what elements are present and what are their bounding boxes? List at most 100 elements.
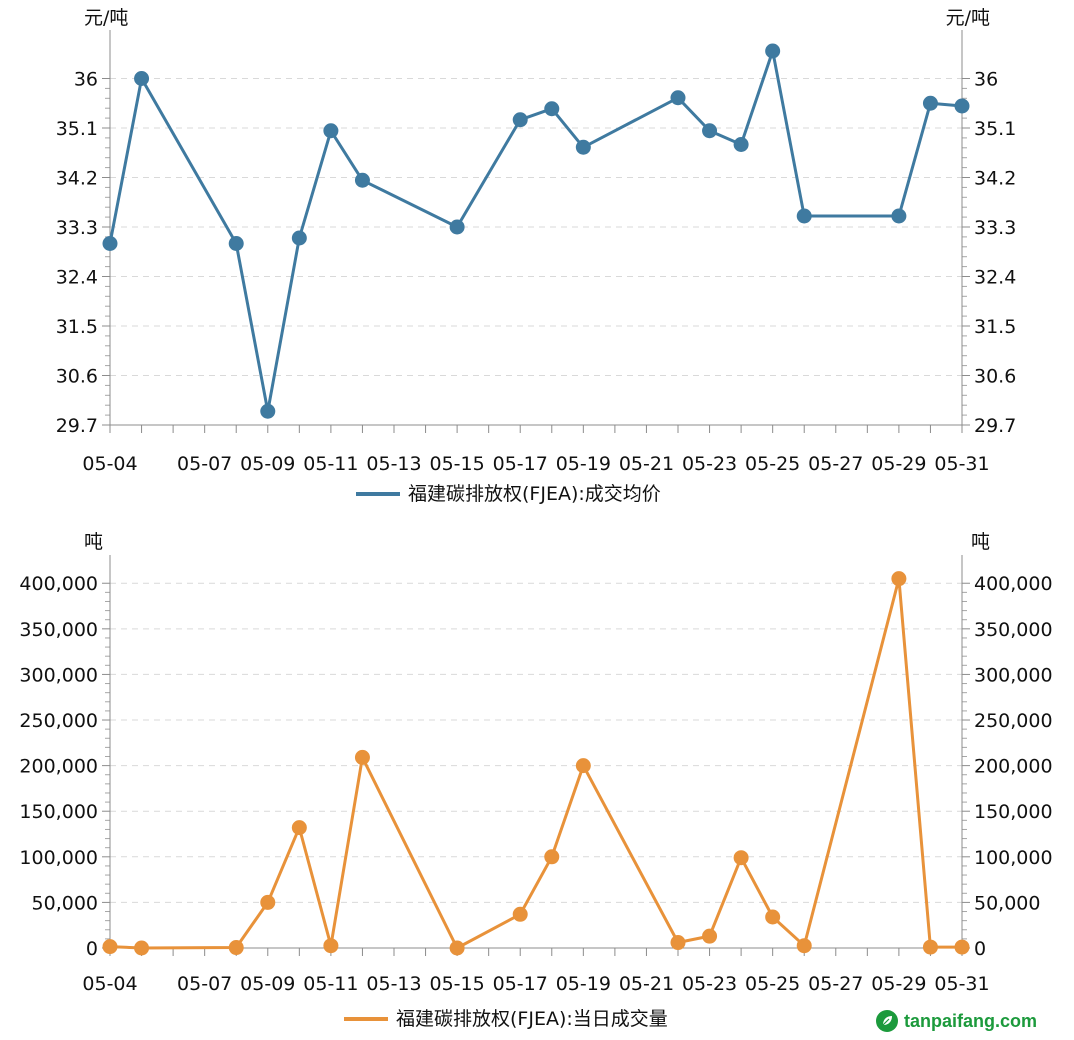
- chart2-data-point: [134, 940, 150, 956]
- chart1-data-point: [291, 230, 307, 246]
- chart2-ytick-label-right: 300,000: [974, 664, 1053, 686]
- chart1-data-point: [449, 219, 465, 235]
- chart1-ytick-label-left: 33.3: [56, 217, 98, 239]
- chart2-ytick-label-right: 350,000: [974, 619, 1053, 641]
- chart2-xtick-label: 05-23: [682, 973, 737, 995]
- chart2-ytick-label-left: 400,000: [19, 573, 98, 595]
- chart1-ytick-label-left: 29.7: [56, 415, 98, 437]
- chart1-xtick-label: 05-17: [493, 453, 548, 475]
- chart2-legend-label: 福建碳排放权(FJEA):当日成交量: [396, 1008, 668, 1030]
- chart1-xtick-label: 05-11: [303, 453, 358, 475]
- chart2-data-point: [670, 935, 686, 951]
- watermark: tanpaifang.com: [876, 1008, 1037, 1034]
- chart2-xtick-label: 05-21: [619, 973, 674, 995]
- chart2-data-point: [891, 571, 907, 587]
- chart2-data-point: [260, 894, 276, 910]
- chart1-xtick-label: 05-09: [240, 453, 295, 475]
- chart1-ytick-label-left: 36: [74, 69, 98, 91]
- chart1-ytick-label-left: 35.1: [56, 118, 98, 140]
- chart2-ytick-label-left: 350,000: [19, 619, 98, 641]
- chart1-xtick-label: 05-31: [934, 453, 989, 475]
- chart1-ytick-label-right: 33.3: [974, 217, 1016, 239]
- chart1-ylabel-right: 元/吨: [946, 7, 990, 29]
- chart2-ytick-label-right: 50,000: [974, 892, 1040, 914]
- chart2-ytick-label-right: 150,000: [974, 801, 1053, 823]
- chart2-data-point: [796, 938, 812, 954]
- chart1-ytick-label-right: 35.1: [974, 118, 1016, 140]
- chart2-xtick-label: 05-15: [430, 973, 485, 995]
- chart1-xtick-label: 05-29: [871, 453, 926, 475]
- chart2-data-point: [702, 928, 718, 944]
- chart1-data-point: [796, 208, 812, 224]
- chart1-data-point: [512, 112, 528, 128]
- chart1-ytick-label-right: 31.5: [974, 316, 1016, 338]
- chart1-ytick-label-right: 30.6: [974, 366, 1016, 388]
- chart1-data-point: [954, 98, 970, 114]
- chart2-xtick-label: 05-29: [871, 973, 926, 995]
- chart2-data-point: [449, 940, 465, 956]
- chart1-xtick-label: 05-21: [619, 453, 674, 475]
- chart1-data-point: [575, 139, 591, 155]
- chart2-data-point: [291, 820, 307, 836]
- chart1-data-point: [922, 95, 938, 111]
- chart2-xtick-label: 05-11: [303, 973, 358, 995]
- chart2-data-point: [922, 939, 938, 955]
- chart2-xtick-label: 05-04: [82, 973, 137, 995]
- chart1-xtick-label: 05-27: [808, 453, 863, 475]
- chart1-ytick-label-left: 31.5: [56, 316, 98, 338]
- chart2-ylabel-left: 吨: [84, 531, 103, 553]
- chart2-data-point: [765, 909, 781, 925]
- chart2-xtick-label: 05-07: [177, 973, 232, 995]
- chart2-data-point: [733, 850, 749, 866]
- chart2-data-point: [102, 939, 118, 955]
- chart1-xtick-label: 05-23: [682, 453, 737, 475]
- chart2-data-point: [575, 758, 591, 774]
- chart2-ytick-label-left: 50,000: [32, 892, 98, 914]
- chart1-ytick-label-right: 32.4: [974, 267, 1016, 289]
- chart1-xtick-label: 05-15: [430, 453, 485, 475]
- chart2-data-point: [228, 940, 244, 956]
- chart1-data-point: [354, 172, 370, 188]
- chart2-ytick-label-left: 200,000: [19, 756, 98, 778]
- chart1-legend-label: 福建碳排放权(FJEA):成交均价: [408, 483, 661, 505]
- watermark-text: tanpaifang.com: [904, 1010, 1038, 1031]
- chart1-xtick-label: 05-13: [366, 453, 421, 475]
- chart1-ytick-label-right: 29.7: [974, 415, 1016, 437]
- chart2-xtick-label: 05-17: [493, 973, 548, 995]
- chart1-ytick-label-right: 34.2: [974, 168, 1016, 190]
- chart1-ylabel-left: 元/吨: [84, 7, 128, 29]
- chart2-xtick-label: 05-19: [556, 973, 611, 995]
- chart1-data-point: [544, 101, 560, 117]
- chart1-xtick-label: 05-07: [177, 453, 232, 475]
- chart1-xtick-label: 05-19: [556, 453, 611, 475]
- chart1-data-point: [670, 90, 686, 106]
- chart2-xtick-label: 05-31: [934, 973, 989, 995]
- chart1-xtick-label: 05-04: [82, 453, 137, 475]
- chart2-data-point: [323, 938, 339, 954]
- chart2-ylabel-right: 吨: [971, 531, 990, 553]
- chart2-ytick-label-right: 400,000: [974, 573, 1053, 595]
- chart1-ytick-label-right: 36: [974, 69, 998, 91]
- chart2-series-line: [109, 577, 962, 950]
- chart1-data-point: [891, 208, 907, 224]
- chart2-xtick-label: 05-13: [366, 973, 421, 995]
- chart1-data-point: [702, 123, 718, 139]
- chart2-ytick-label-right: 250,000: [974, 710, 1053, 732]
- chart2-xtick-label: 05-09: [240, 973, 295, 995]
- chart2-ytick-label-left: 0: [86, 938, 98, 960]
- chart2-ytick-label-left: 150,000: [19, 801, 98, 823]
- chart1-xtick-label: 05-25: [745, 453, 800, 475]
- chart1-ytick-label-left: 30.6: [56, 366, 98, 388]
- chart1-ytick-label-left: 34.2: [56, 168, 98, 190]
- chart2-ytick-label-left: 100,000: [19, 847, 98, 869]
- chart1-data-point: [765, 43, 781, 59]
- chart2-ytick-label-left: 300,000: [19, 664, 98, 686]
- chart1-data-point: [323, 123, 339, 139]
- chart2-xtick-label: 05-25: [745, 973, 800, 995]
- chart2-data-point: [954, 939, 970, 955]
- leaf-logo-icon: [876, 1010, 898, 1032]
- chart1-data-point: [260, 403, 276, 419]
- chart2-data-point: [512, 906, 528, 922]
- chart1-series-line: [108, 49, 963, 413]
